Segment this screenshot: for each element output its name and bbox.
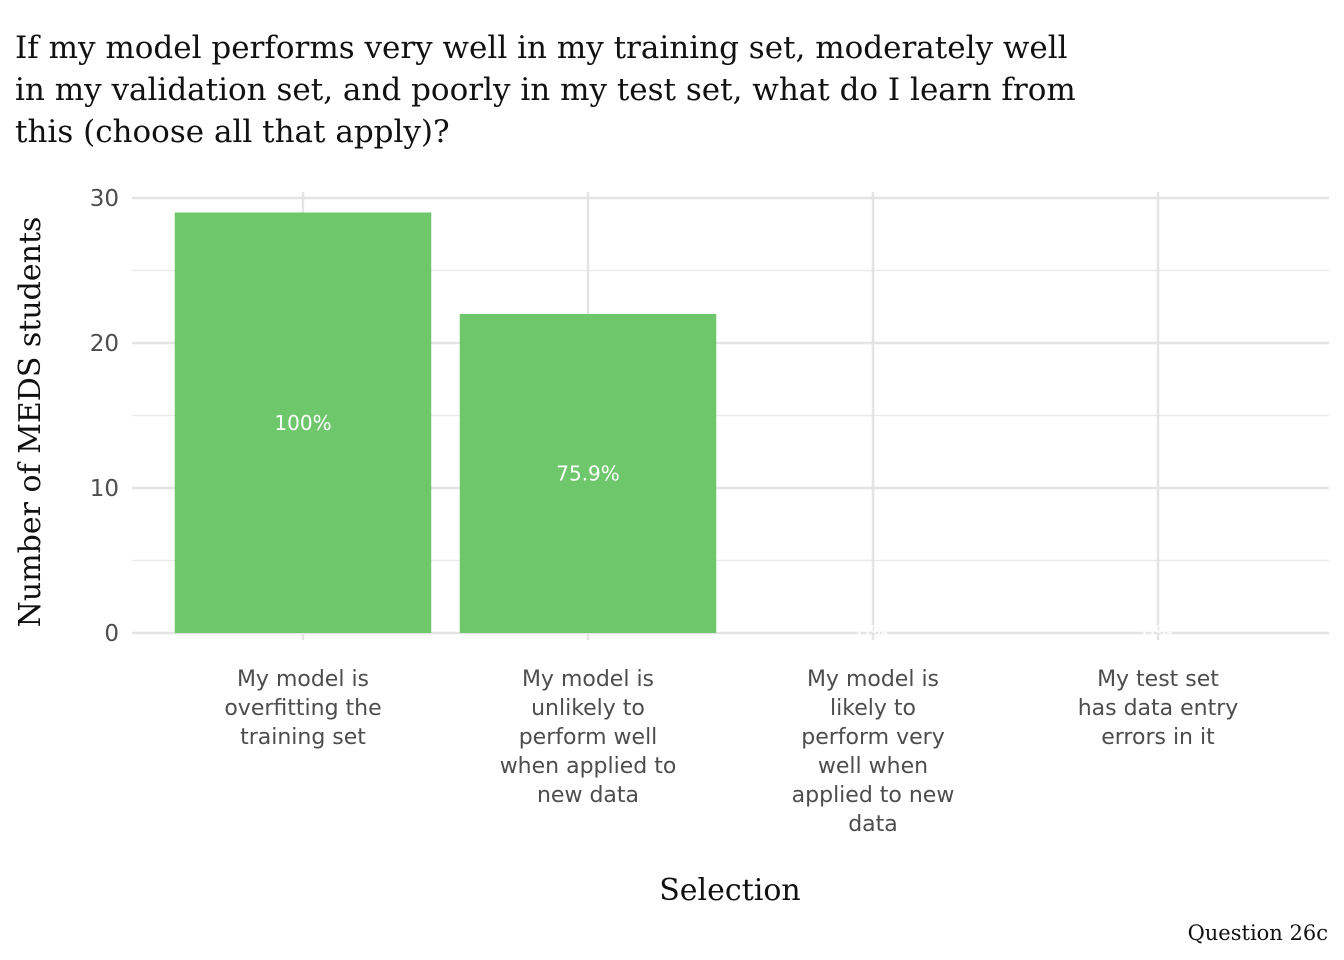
bar <box>459 314 717 633</box>
x-tick-label: My model is unlikely to perform well when a… <box>500 667 677 808</box>
bar-label: 100% <box>274 411 331 435</box>
caption: Question 26c <box>1188 921 1328 945</box>
bar <box>174 212 432 633</box>
bar-label: 0% <box>857 621 889 645</box>
bar-label: 75.9% <box>556 462 620 486</box>
chart-title: If my model performs very well in my tra… <box>15 30 1076 150</box>
y-axis-title: Number of MEDS students <box>13 217 48 628</box>
y-tick-label: 10 <box>90 476 119 502</box>
x-tick-label: My test set has data entry errors in it <box>1078 667 1239 750</box>
y-tick-label: 20 <box>90 331 119 357</box>
bar-label: 0% <box>1142 621 1174 645</box>
y-tick-label: 0 <box>104 621 119 647</box>
x-axis-title: Selection <box>659 873 801 908</box>
x-tick-label: My model is likely to perform very well whe… <box>792 667 955 837</box>
y-tick-label: 30 <box>90 186 119 212</box>
x-tick-label: My model is overfitting the training set <box>224 667 381 750</box>
